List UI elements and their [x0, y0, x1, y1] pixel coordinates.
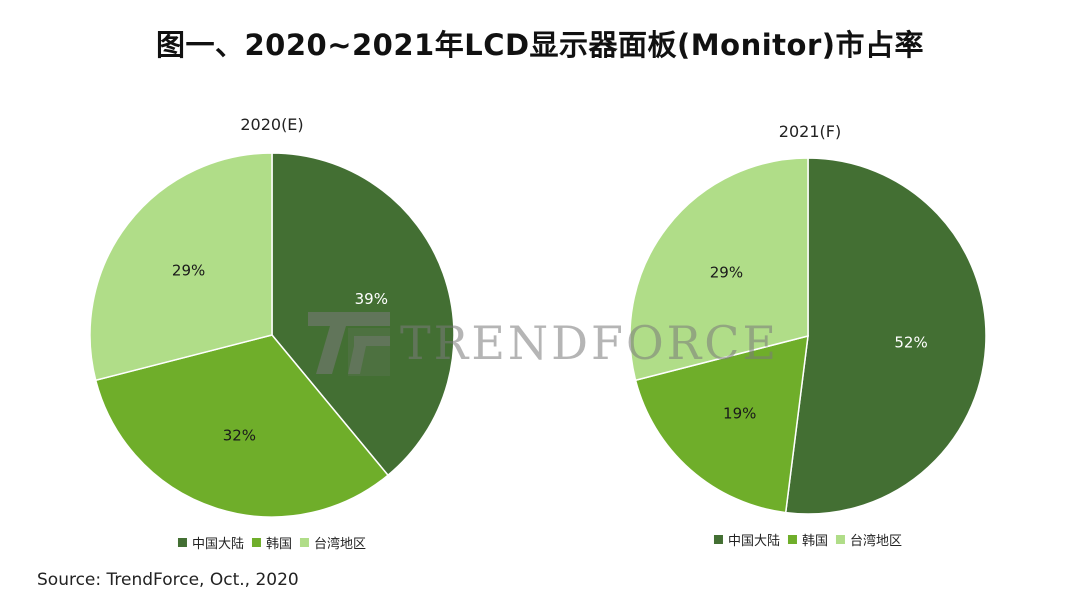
pie-label-2020-taiwan: 29% — [172, 261, 205, 279]
pie-slice-2021-korea — [634, 334, 809, 514]
legend-label-china: 中国大陆 — [191, 537, 244, 552]
pie-label-2021-taiwan: 29% — [710, 264, 743, 282]
pie-label-2020-korea: 32% — [223, 426, 256, 444]
legend-swatch-china — [177, 538, 187, 547]
legend-item-korea: 韩国 — [251, 533, 293, 552]
legend-swatch-taiwan — [836, 535, 846, 544]
legend-item-taiwan: 台湾地区 — [836, 530, 902, 549]
legend-label-korea: 韩国 — [265, 537, 293, 552]
source-note: Source: TrendForce, Oct., 2020 — [37, 570, 299, 590]
legend-item-taiwan: 台湾地区 — [300, 533, 366, 552]
chart-title: 图一、2020~2021年LCD显示器面板(Monitor)市占率 — [155, 28, 925, 62]
legend-label-korea: 韩国 — [801, 534, 829, 549]
legend-swatch-taiwan — [300, 538, 310, 547]
pie-title-2021: 2021(F) — [778, 122, 842, 141]
legend-item-korea: 韩国 — [787, 530, 829, 549]
legend-item-china: 中国大陆 — [177, 533, 244, 552]
legend-label-taiwan: 台湾地区 — [314, 537, 367, 552]
pie-label-2020-china: 39% — [355, 290, 388, 308]
legend-swatch-korea — [251, 538, 261, 547]
pie-slice-2020-korea — [94, 334, 390, 518]
legend-2020: 中国大陆 韩国 台湾地区 — [177, 533, 366, 552]
legend-label-taiwan: 台湾地区 — [850, 534, 903, 549]
pie-title-2020: 2020(E) — [240, 115, 304, 134]
pie-slice-2021-taiwan — [629, 157, 809, 382]
pie-slice-2021-china — [784, 157, 987, 515]
legend-label-china: 中国大陆 — [727, 534, 780, 549]
legend-item-china: 中国大陆 — [713, 530, 780, 549]
legend-swatch-korea — [787, 535, 797, 544]
legend-2021: 中国大陆 韩国 台湾地区 — [713, 530, 902, 549]
pie-label-2021-korea: 19% — [723, 404, 756, 422]
pie-label-2021-china: 52% — [894, 333, 927, 351]
legend-swatch-china — [713, 535, 723, 544]
pie-slice-2020-taiwan — [89, 152, 273, 382]
